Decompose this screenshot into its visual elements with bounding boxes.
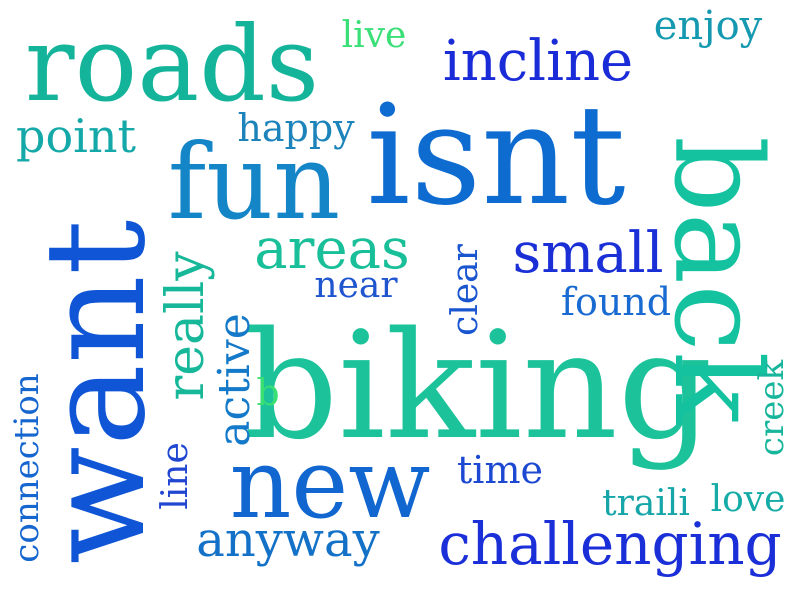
word-new: new (229, 428, 431, 540)
word-love: love (710, 479, 786, 520)
word-fun: fun (167, 121, 341, 243)
word-connection: connection (7, 373, 47, 563)
word-want: want (15, 219, 176, 565)
word-enjoy: enjoy (653, 3, 763, 49)
word-live: live (341, 15, 407, 56)
word-happy: happy (237, 106, 355, 150)
word-incline: incline (442, 29, 634, 94)
word-line: line (155, 442, 196, 510)
word-found: found (560, 280, 672, 324)
word-traili: traili (602, 483, 690, 524)
word-point: point (16, 109, 136, 163)
word-anyway: anyway (196, 512, 380, 568)
word-b: b (256, 373, 280, 414)
word-creek: creek (752, 359, 792, 457)
word-active: active (209, 313, 260, 447)
word-roads: roads (24, 3, 320, 125)
word-really: really (156, 251, 216, 401)
word-isnt: isnt (366, 75, 626, 236)
word-challenging: challenging (438, 510, 782, 578)
word-clear: clear (445, 244, 486, 336)
word-near: near (314, 265, 398, 306)
word-biking: biking (243, 300, 713, 472)
word-small: small (512, 221, 664, 286)
word-time: time (457, 448, 543, 492)
word-areas: areas (254, 217, 410, 282)
